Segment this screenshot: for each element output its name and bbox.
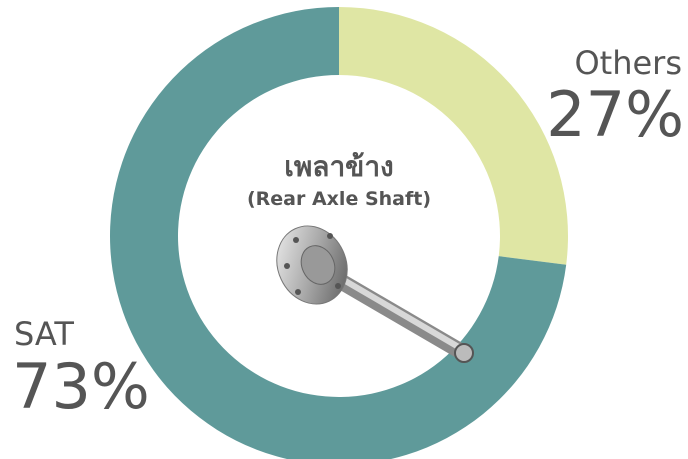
donut-slice [339,7,568,265]
legend-label: SAT [14,315,74,353]
chart-subtitle: (Rear Axle Shaft) [247,188,431,210]
value-label: 27% [546,78,684,151]
chart: เพลาข้าง (Rear Axle Shaft) Others 27% SA… [0,0,688,459]
donut [110,7,568,459]
value-label: 73% [12,350,150,423]
legend-label: Others [574,44,682,82]
page: {"chart_data": {"type": "pie", "donut": … [0,0,688,459]
chart-title: เพลาข้าง [284,150,393,183]
axle-shaft-image [264,214,473,362]
